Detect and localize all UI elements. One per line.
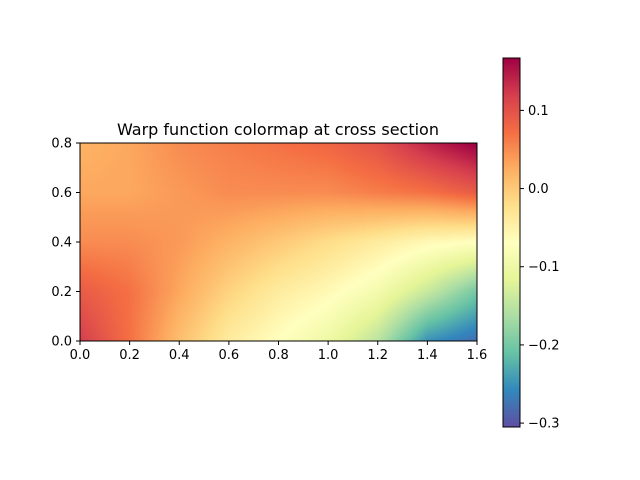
x-tick-label: 0.4 — [169, 348, 190, 363]
chart-title: Warp function colormap at cross section — [117, 120, 439, 139]
x-tick-label: 1.6 — [467, 348, 488, 363]
y-tick-label: 0.2 — [51, 285, 72, 300]
colorbar-tick-label: −0.3 — [528, 417, 560, 432]
colorbar-gradient — [503, 58, 520, 427]
x-axis: 0.0 0.2 0.4 0.6 0.8 1.0 1.2 1.4 1.6 — [70, 341, 488, 363]
x-tick-label: 1.0 — [318, 348, 339, 363]
y-tick-label: 0.8 — [51, 137, 72, 152]
y-tick-label: 0.0 — [51, 335, 72, 350]
x-tick-label: 1.2 — [367, 348, 388, 363]
colorbar-tick-label: 0.1 — [528, 104, 549, 119]
y-tick-label: 0.4 — [51, 236, 72, 251]
heatmap-image — [80, 143, 477, 341]
colorbar-frame — [502, 57, 521, 428]
y-axis: 0.0 0.2 0.4 0.6 0.8 — [51, 137, 80, 350]
colorbar-tick-label: 0.0 — [528, 182, 549, 197]
colorbar-tick-label: −0.1 — [528, 260, 560, 275]
x-tick-label: 0.6 — [219, 348, 240, 363]
x-tick-label: 0.0 — [70, 348, 91, 363]
x-tick-label: 0.8 — [268, 348, 289, 363]
colorbar-tick-label: −0.2 — [528, 338, 560, 353]
colorbar-axis: 0.1 0.0 −0.1 −0.2 −0.3 — [520, 104, 560, 432]
x-tick-label: 0.2 — [119, 348, 140, 363]
y-tick-label: 0.6 — [51, 186, 72, 201]
x-tick-label: 1.4 — [417, 348, 438, 363]
